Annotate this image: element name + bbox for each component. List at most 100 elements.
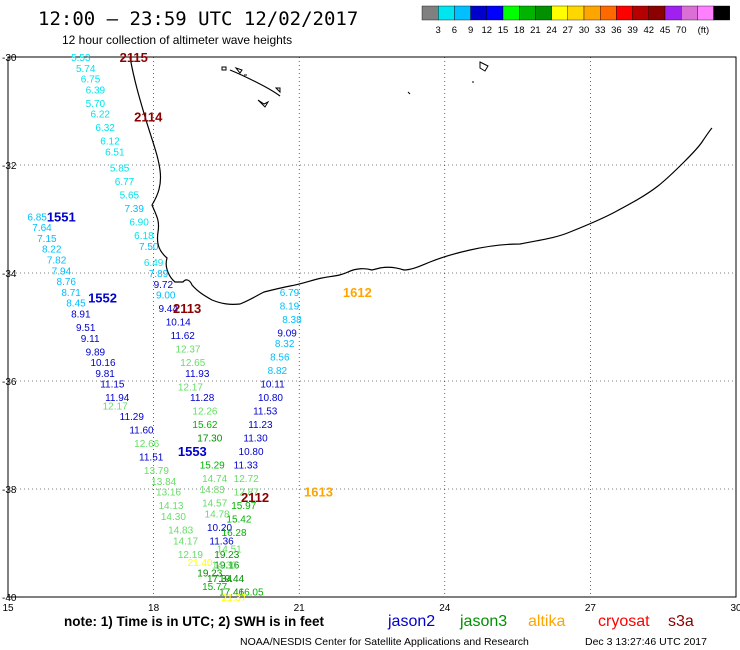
- wave-height-value: 6.32: [95, 123, 115, 134]
- legend-swatch: [470, 5, 488, 21]
- wave-height-value: 14.30: [212, 561, 237, 572]
- legend-label: 45: [660, 25, 671, 36]
- wave-height-value: 8.82: [268, 366, 288, 377]
- latitude-tick: -40: [2, 593, 17, 604]
- legend-swatch: [681, 5, 698, 21]
- wave-height-value: 14.17: [173, 536, 198, 547]
- longitude-tick: 21: [294, 603, 306, 614]
- wave-height-value: 14.13: [158, 501, 183, 512]
- wave-height-value: 9.44: [158, 304, 178, 315]
- wave-height-value: 19.23: [197, 569, 222, 580]
- wave-height-value: 13.16: [156, 488, 181, 499]
- wave-height-value: 14.83: [168, 526, 193, 537]
- track-id-label: 1613: [304, 485, 333, 500]
- legend-swatch: [438, 5, 455, 21]
- wave-height-value: 8.22: [42, 245, 62, 256]
- wave-height-value: 11.30: [243, 434, 268, 445]
- wave-height-value: 17.46: [219, 588, 244, 599]
- wave-height-value: 15.42: [226, 515, 251, 526]
- legend-label: 3: [436, 25, 441, 36]
- legend-label: (ft): [698, 25, 710, 36]
- wave-height-value: 6.85: [27, 212, 47, 223]
- wave-height-value: 7.50: [139, 242, 159, 253]
- legend-swatch: [502, 5, 520, 21]
- wave-height-value: 14.83: [200, 485, 225, 496]
- satellite-name: s3a: [668, 613, 694, 630]
- wave-height-value: 10.80: [258, 393, 283, 404]
- satellite-track-ids: 2115 2114 1551 1552 2113 1612 1553 2112 1613: [47, 50, 372, 505]
- legend-label: 70: [676, 25, 687, 36]
- wave-height-value: 11.53: [253, 407, 278, 418]
- wave-height-value: 5.74: [76, 64, 96, 75]
- wave-height-value: 11.51: [139, 453, 164, 464]
- wave-height-value: 16.05: [239, 588, 264, 599]
- wave-height-value: 8.91: [71, 310, 91, 321]
- longitude-tick: 24: [439, 603, 451, 614]
- wave-height-value: 10.14: [166, 318, 191, 329]
- wave-height-value: 14.78: [205, 509, 230, 520]
- latitude-tick: -36: [2, 377, 17, 388]
- satellite-name: jason2: [387, 613, 435, 630]
- wave-height-value: 7.82: [47, 256, 67, 267]
- wave-height-value: 17.30: [197, 434, 222, 445]
- wave-height-value: 11.94: [105, 393, 130, 404]
- wave-height-value: 7.94: [52, 266, 72, 277]
- longitude-tick-labels: 15 18 21 24 27 30: [2, 603, 740, 614]
- legend-swatch: [519, 5, 536, 21]
- track-id-label: 1553: [178, 444, 207, 459]
- legend-swatch: [616, 5, 633, 21]
- wave-height-value: 6.18: [134, 231, 154, 242]
- wave-height-value: 10.80: [239, 447, 264, 458]
- map-title: 12:00 – 23:59 UTC 12/02/2017: [38, 8, 358, 30]
- wave-height-value: 8.56: [270, 353, 290, 364]
- latitude-tick: -30: [2, 53, 17, 64]
- wave-height-value: 14.57: [202, 499, 227, 510]
- wave-height-value: 6.75: [81, 75, 101, 86]
- latitude-tick-labels: -30 -32 -34 -36 -38 -40: [2, 53, 17, 604]
- wave-height-value: 5.70: [86, 99, 106, 110]
- wave-height-value: 7.89: [149, 269, 169, 280]
- legend-label: 36: [611, 25, 622, 36]
- wave-height-value: 5.65: [120, 191, 140, 202]
- footer-timestamp: Dec 3 13:27:46 UTC 2017: [585, 636, 707, 648]
- legend-label: 27: [563, 25, 574, 36]
- wave-height-value: 12.19: [178, 550, 203, 561]
- legend-label: 6: [452, 25, 457, 36]
- wave-height-value: 10.16: [91, 358, 116, 369]
- wave-height-value: 11.15: [100, 380, 125, 391]
- wave-height-value: 15.62: [192, 420, 217, 431]
- track-id-label: 1551: [47, 209, 76, 224]
- longitude-tick: 15: [2, 603, 14, 614]
- legend-label: 39: [627, 25, 638, 36]
- wave-height-value: 19.16: [214, 561, 239, 572]
- wave-height-value: 7.15: [37, 234, 57, 245]
- inland-water-features: [221, 61, 489, 108]
- wave-height-value: 11.62: [171, 331, 196, 342]
- longitude-tick: 27: [585, 603, 597, 614]
- legend-label: 21: [530, 25, 541, 36]
- track-id-label: 2115: [120, 50, 148, 65]
- wave-height-value: 5.53: [71, 53, 91, 64]
- legend-swatch: [454, 5, 471, 21]
- wave-height-value: 6.77: [115, 177, 135, 188]
- longitude-tick: 30: [730, 603, 740, 614]
- coastline: [129, 56, 713, 305]
- wave-height-value: 15.77: [202, 582, 227, 593]
- legend-label: 30: [579, 25, 590, 36]
- wave-height-value: 14.51: [217, 544, 242, 555]
- legend-swatch: [648, 5, 666, 21]
- track-id-label: 1612: [343, 285, 372, 300]
- color-scale-legend: [421, 5, 730, 21]
- legend-swatch: [600, 5, 617, 21]
- legend-label: 15: [498, 25, 509, 36]
- wave-height-value: 19.44: [219, 574, 244, 585]
- wave-height-value: 12.17: [178, 382, 203, 393]
- wave-height-value: 9.89: [86, 347, 106, 358]
- legend-swatch: [697, 5, 714, 21]
- wave-height-value: 12.72: [234, 474, 259, 485]
- wave-height-value: 12.26: [192, 407, 217, 418]
- legend-label: 42: [644, 25, 655, 36]
- legend-swatch: [535, 5, 552, 21]
- satellite-name: jason3: [459, 613, 507, 630]
- wave-height-value: 19.23: [214, 550, 239, 561]
